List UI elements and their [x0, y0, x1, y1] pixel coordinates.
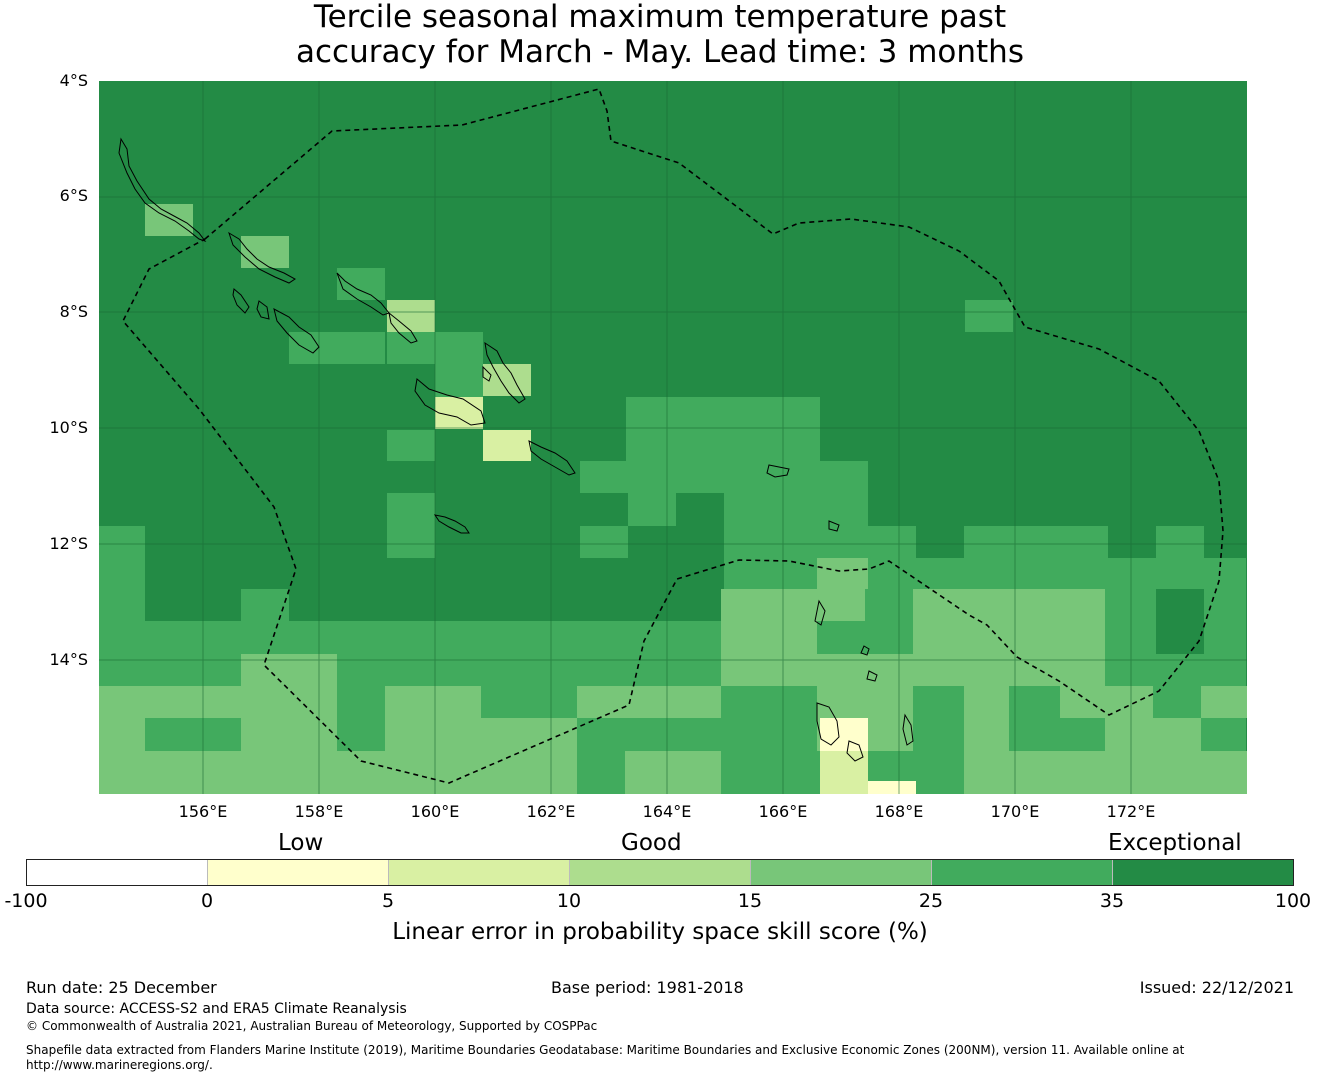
lon-label-162e: 162°E	[526, 802, 576, 821]
map-title: Tercile seasonal maximum temperature pas…	[0, 0, 1320, 70]
lon-label-156e: 156°E	[178, 802, 228, 821]
lon-label-166e: 166°E	[758, 802, 808, 821]
title-line-2: accuracy for March - May. Lead time: 3 m…	[296, 34, 1024, 70]
category-low: Low	[278, 830, 324, 856]
colorbar-tick: 10	[556, 890, 582, 912]
colorbar-tick: 25	[918, 890, 944, 912]
category-good: Good	[621, 830, 682, 856]
base-period: Base period: 1981-2018	[551, 978, 744, 997]
run-date: Run date: 25 December	[26, 978, 217, 997]
eez-boundary	[122, 88, 1224, 784]
colorbar-segment	[27, 860, 208, 885]
colorbar	[26, 859, 1294, 886]
colorbar-tick: 0	[200, 890, 214, 912]
colorbar-title: Linear error in probability space skill …	[392, 919, 928, 945]
graticule	[99, 81, 1247, 794]
lon-label-170e: 170°E	[990, 802, 1040, 821]
lat-label-8s: 8°S	[59, 302, 88, 321]
colorbar-segment	[932, 860, 1113, 885]
colorbar-segment	[389, 860, 570, 885]
lat-label-10s: 10°S	[49, 418, 88, 437]
category-exceptional: Exceptional	[1108, 830, 1242, 856]
lat-label-4s: 4°S	[59, 71, 88, 90]
lon-label-164e: 164°E	[642, 802, 692, 821]
colorbar-tick: -100	[4, 890, 48, 912]
colorbar-tick: 15	[737, 890, 763, 912]
colorbar-segment	[751, 860, 932, 885]
colorbar-tick: 100	[1274, 890, 1312, 912]
lon-label-168e: 168°E	[874, 802, 924, 821]
copyright-note: © Commonwealth of Australia 2021, Austra…	[26, 1019, 598, 1033]
colorbar-segment	[1113, 860, 1293, 885]
coastlines	[118, 137, 914, 762]
colorbar-segment	[570, 860, 751, 885]
lat-label-12s: 12°S	[49, 534, 88, 553]
map-svg	[99, 81, 1247, 794]
shapefile-note-line-2: http://www.marineregions.org/.	[26, 1058, 213, 1072]
lon-label-160e: 160°E	[410, 802, 460, 821]
skill-score-map	[99, 81, 1247, 794]
data-source: Data source: ACCESS-S2 and ERA5 Climate …	[26, 1001, 407, 1017]
colorbar-tick: 35	[1099, 890, 1125, 912]
lat-label-6s: 6°S	[59, 186, 88, 205]
shapefile-note-line-1: Shapefile data extracted from Flanders M…	[26, 1043, 1185, 1057]
colorbar-tick: 5	[381, 890, 395, 912]
lon-label-158e: 158°E	[294, 802, 344, 821]
colorbar-segment	[208, 860, 389, 885]
lon-label-172e: 172°E	[1106, 802, 1156, 821]
issued-date: Issued: 22/12/2021	[1139, 978, 1294, 997]
lat-label-14s: 14°S	[49, 650, 88, 669]
title-line-1: Tercile seasonal maximum temperature pas…	[313, 0, 1007, 35]
